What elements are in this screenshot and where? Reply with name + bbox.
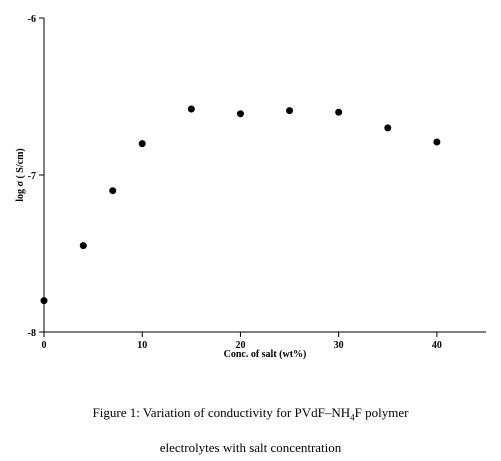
data-point — [109, 187, 117, 195]
x-tick-label: 20 — [235, 340, 245, 351]
scatter-chart: 0 10 20 30 40 -6 -7 -8 Conc. of salt (wt%) log… — [15, 14, 486, 360]
data-point — [40, 297, 48, 305]
y-tick-label: -7 — [28, 171, 36, 182]
y-tick-label: -6 — [28, 14, 36, 25]
x-tick-label: 10 — [137, 340, 147, 351]
x-ticks: 0 10 20 30 40 — [42, 332, 442, 351]
figure-caption-line-2: electrolytes with salt concentration — [159, 440, 342, 455]
x-tick-label: 30 — [334, 340, 344, 351]
x-tick-label: 40 — [432, 340, 442, 351]
x-tick-label: 0 — [42, 340, 47, 351]
y-tick-label: -8 — [28, 328, 36, 339]
y-axis-title: log σ ( S/cm) — [15, 148, 26, 202]
caption-subscript: 4 — [350, 412, 355, 423]
data-point — [187, 105, 195, 113]
data-point — [433, 138, 441, 146]
data-point — [335, 108, 343, 116]
x-axis-title: Conc. of salt (wt%) — [224, 349, 307, 360]
data-point — [236, 110, 244, 118]
figure-caption-line-1: Figure 1: Variation of conductivity for … — [0, 405, 501, 423]
y-ticks: -6 -7 -8 — [28, 14, 44, 339]
data-point — [138, 140, 146, 148]
caption-text-b: F polymer — [354, 405, 409, 420]
data-point — [79, 242, 87, 250]
data-point — [384, 124, 392, 132]
caption-text-a: Figure 1: Variation of conductivity for … — [92, 405, 351, 420]
data-points — [40, 105, 441, 305]
data-point — [286, 107, 294, 115]
axes — [43, 18, 486, 333]
